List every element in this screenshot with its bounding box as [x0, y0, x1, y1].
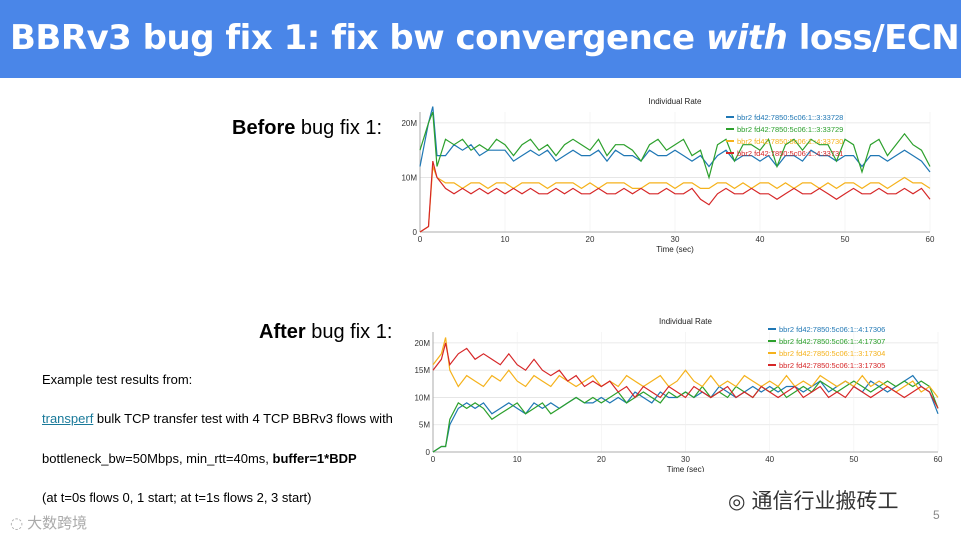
watermark-left: ◌ 大数跨境	[10, 512, 87, 533]
page-number: 5	[933, 508, 940, 522]
x-tick-label: 20	[597, 455, 606, 464]
x-tick-label: 30	[671, 235, 680, 244]
title-part3: loss/ECN	[787, 18, 960, 58]
x-tick-label: 60	[934, 455, 943, 464]
x-axis-label: Time (sec)	[656, 245, 694, 254]
x-tick-label: 0	[418, 235, 423, 244]
after-label-rest: bug fix 1:	[305, 321, 393, 343]
legend-entry-2: bbr2 fd42:7850:5c06:1::4:33730	[737, 137, 843, 146]
body-line-2: transperf bulk TCP transfer test with 4 …	[42, 411, 393, 426]
x-tick-label: 60	[926, 235, 935, 244]
body-line-1: Example test results from:	[42, 372, 193, 387]
title-bar: BBRv3 bug fix 1: fix bw convergence with…	[0, 0, 961, 78]
y-tick-label: 0	[426, 448, 431, 457]
after-label-bold: After	[259, 321, 306, 343]
legend-entry-1: bbr2 fd42:7850:5c06:1::4:17307	[779, 337, 885, 346]
series-line-2	[419, 166, 931, 233]
body-line-2-rest: bulk TCP transfer test with 4 TCP BBRv3 …	[93, 411, 393, 426]
brand-logo-icon: ◌	[10, 514, 24, 532]
x-tick-label: 40	[756, 235, 765, 244]
y-tick-label: 20M	[414, 339, 430, 348]
chart-title: Individual Rate	[649, 97, 702, 106]
before-rate-chart: Individual Rate 0 10M 20M 0 10 20 30 40 50 60 Time …	[401, 97, 935, 254]
title-part1: BBRv3 bug fix 1: fix bw convergence	[10, 18, 706, 58]
y-tick-label: 5M	[419, 421, 430, 430]
wechat-icon: ◎	[728, 489, 746, 513]
x-axis-label: Time (sec)	[667, 465, 705, 472]
legend-entry-0: bbr2 fd42:7850:5c06:1::4:17306	[779, 325, 885, 334]
series-line-3	[419, 160, 931, 233]
after-rate-chart: Individual Rate 0 5M 10M 15M 20M 0 10 20 30 40 50 60…	[414, 317, 943, 472]
x-tick-label: 50	[841, 235, 850, 244]
x-tick-label: 10	[501, 235, 510, 244]
legend-entry-0: bbr2 fd42:7850:5c06:1::3:33728	[737, 113, 843, 122]
body-line-3-bold: buffer=1*BDP	[272, 451, 357, 466]
legend-entry-2: bbr2 fd42:7850:5c06:1::3:17304	[779, 349, 885, 358]
title-italic-with: with	[705, 18, 788, 58]
before-label-rest: bug fix 1:	[295, 117, 383, 139]
watermark-left-text: 大数跨境	[27, 514, 88, 532]
body-line-4: (at t=0s flows 0, 1 start; at t=1s flows…	[42, 490, 312, 505]
before-label: Before bug fix 1:	[232, 117, 382, 140]
watermark-right-text: 通信行业搬砖工	[751, 489, 899, 513]
legend-entry-1: bbr2 fd42:7850:5c06:1::3:33729	[737, 125, 843, 134]
series-line-1	[419, 111, 931, 180]
legend-entry-3: bbr2 fd42:7850:5c06:1::4:33731	[737, 149, 843, 158]
transperf-link[interactable]: transperf	[42, 411, 94, 426]
x-tick-label: 40	[765, 455, 774, 464]
y-tick-label: 15M	[414, 366, 430, 375]
y-tick-label: 0	[413, 228, 418, 237]
x-tick-label: 50	[849, 455, 858, 464]
before-label-bold: Before	[232, 117, 296, 139]
body-line-3: bottleneck_bw=50Mbps, min_rtt=40ms, buff…	[42, 451, 357, 466]
series-line-0	[419, 106, 931, 173]
series-line-3	[432, 342, 939, 409]
x-tick-label: 0	[431, 455, 436, 464]
after-label: After bug fix 1:	[259, 321, 392, 344]
y-tick-label: 20M	[401, 119, 417, 128]
body-line-3-plain: bottleneck_bw=50Mbps, min_rtt=40ms,	[42, 451, 273, 466]
series-line-2	[432, 337, 939, 398]
watermark-right: ◎ 通信行业搬砖工	[728, 485, 898, 515]
legend-entry-3: bbr2 fd42:7850:5c06:1::3:17305	[779, 361, 885, 370]
slide-title: BBRv3 bug fix 1: fix bw convergence with…	[10, 18, 960, 58]
y-tick-label: 10M	[401, 173, 417, 182]
chart-title: Individual Rate	[659, 317, 712, 326]
x-tick-label: 30	[681, 455, 690, 464]
x-tick-label: 20	[586, 235, 595, 244]
y-tick-label: 10M	[414, 393, 430, 402]
x-tick-label: 10	[513, 455, 522, 464]
